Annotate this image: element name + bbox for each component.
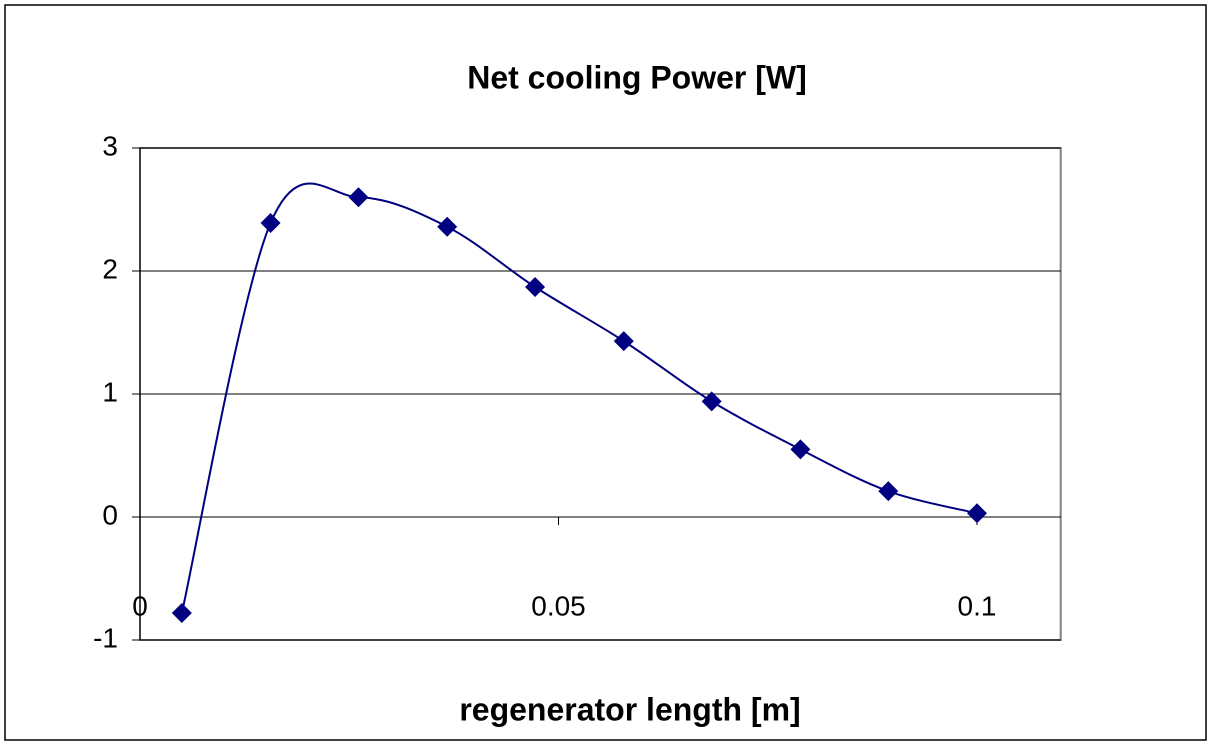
y-tick-label: 2 (102, 253, 118, 284)
data-point (525, 276, 546, 297)
data-point (348, 187, 369, 208)
data-point (790, 439, 811, 460)
x-tick-label: 0 (132, 590, 148, 621)
data-point (878, 481, 899, 502)
data-point (171, 602, 192, 623)
x-tick-label: 0.05 (531, 590, 586, 621)
x-tick-label: 0.1 (958, 590, 997, 621)
y-tick-label: 1 (102, 376, 118, 407)
chart-title: Net cooling Power [W] (467, 59, 807, 95)
data-point (701, 391, 722, 412)
y-tick-label: 3 (102, 130, 118, 161)
y-tick-label: -1 (93, 622, 118, 653)
data-point (967, 503, 987, 524)
y-tick-label: 0 (102, 499, 118, 530)
data-point (437, 216, 458, 237)
x-axis-label: regenerator length [m] (459, 691, 800, 727)
data-point (260, 213, 281, 234)
data-point (613, 331, 634, 352)
